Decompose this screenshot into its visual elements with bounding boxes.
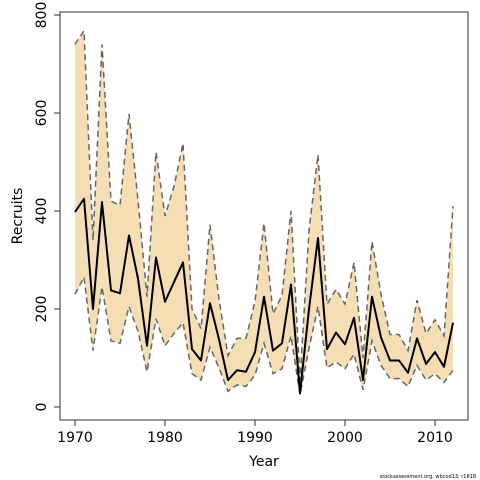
y-axis: 0 200 400 600 800: [34, 2, 60, 412]
x-tick-label: 2000: [327, 430, 363, 446]
series-layer: [74, 28, 454, 395]
x-tick-label: 1970: [57, 430, 93, 446]
confidence-band-layer: [75, 30, 453, 395]
x-axis-label: Year: [248, 454, 279, 470]
x-tick-label: 2010: [417, 430, 453, 446]
lower-bound-line: [74, 274, 454, 395]
x-axis: 1970 1980 1990 2000 2010: [57, 420, 453, 446]
x-tick-label: 1980: [147, 430, 183, 446]
recruits-estimate-line: [74, 197, 454, 395]
y-tick-label: 200: [34, 296, 50, 323]
y-tick-label: 400: [34, 198, 50, 225]
plot-frame: [59, 11, 469, 421]
footer-credit: stockassessment.org, wbcod13, r1818: [380, 474, 476, 480]
upper-bound-line: [74, 28, 454, 381]
x-tick-label: 1990: [237, 430, 273, 446]
y-tick-label: 600: [34, 100, 50, 127]
y-tick-label: 0: [34, 403, 50, 412]
y-tick-label: 800: [34, 2, 50, 29]
confidence-band: [75, 30, 453, 395]
y-axis-label: Recruits: [10, 188, 26, 245]
